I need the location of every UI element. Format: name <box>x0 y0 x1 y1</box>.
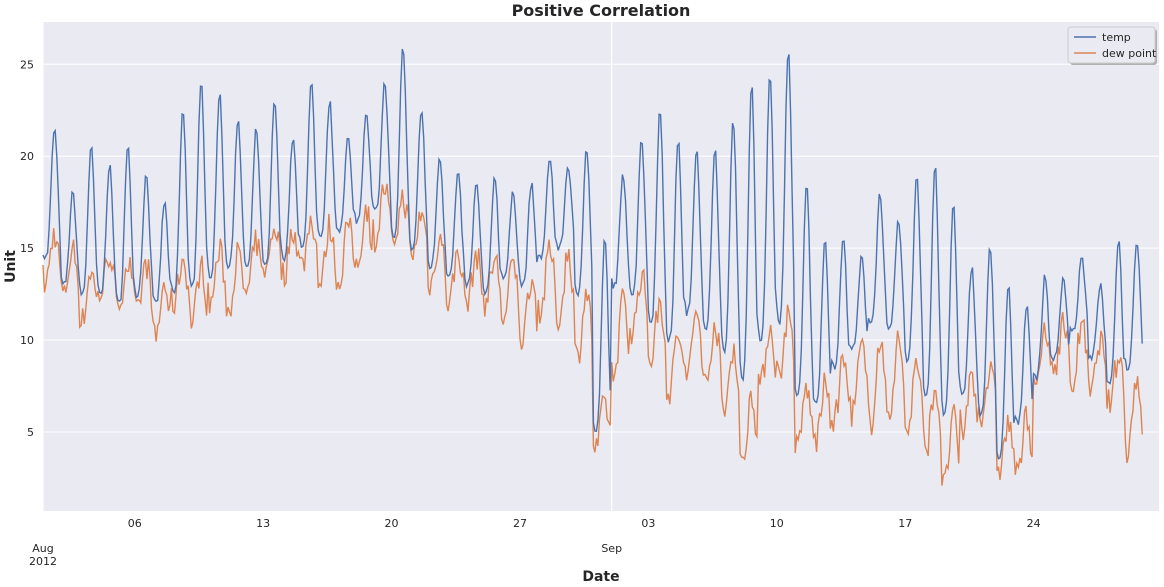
x-tick-label: 13 <box>256 517 270 530</box>
y-axis-label: Unit <box>3 250 19 283</box>
legend-label: temp <box>1102 31 1131 44</box>
x-tick-label: 03 <box>641 517 655 530</box>
x-tick-label: 27 <box>513 517 527 530</box>
legend-label: dew point <box>1102 47 1157 60</box>
y-axis: 5 10 15 20 25 <box>20 58 34 439</box>
x-tick-label: 24 <box>1027 517 1041 530</box>
x-tick-label: 10 <box>770 517 784 530</box>
x-axis-label: Date <box>582 569 619 585</box>
series-line-temp <box>42 48 1143 460</box>
x-tick-label: 17 <box>898 517 912 530</box>
chart-title: Positive Correlation <box>512 1 691 20</box>
x-major-tick-label: Aug <box>32 542 53 555</box>
x-major-tick-label: 2012 <box>29 555 57 568</box>
series-layer <box>42 48 1143 486</box>
y-tick-label: 5 <box>27 426 34 439</box>
x-tick-label: 20 <box>385 517 399 530</box>
legend-box <box>1067 26 1156 64</box>
legend: temp dew point <box>1067 26 1157 65</box>
y-tick-label: 10 <box>20 334 34 347</box>
x-major-tick-label: Sep <box>601 542 622 555</box>
y-tick-label: 15 <box>20 242 34 255</box>
x-tick-label: 06 <box>128 517 142 530</box>
y-tick-label: 20 <box>20 150 34 163</box>
y-tick-label: 25 <box>20 58 34 71</box>
